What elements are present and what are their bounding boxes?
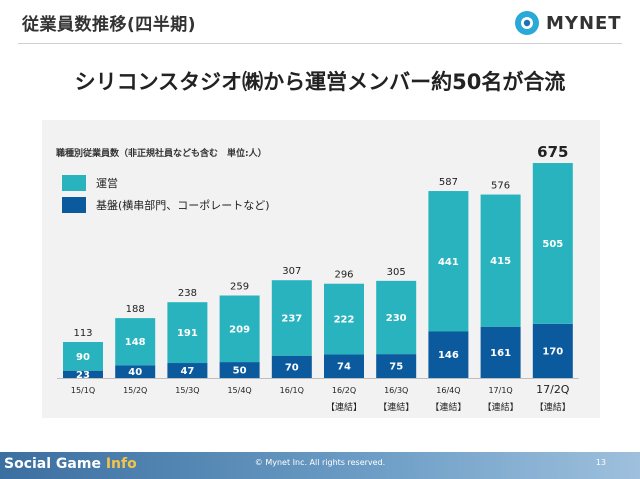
bar-operations: [428, 191, 469, 332]
legend-swatch-base: [62, 197, 86, 213]
x-tick-note: 【連結】: [430, 401, 466, 413]
x-tick-note: 【連結】: [483, 401, 519, 413]
label-operations: 230: [386, 313, 407, 324]
x-tick-label: 15/2Q: [123, 386, 147, 395]
slide-title: 従業員数推移(四半期): [22, 15, 197, 35]
legend-label-base: 基盤(横串部門、コーポレートなど): [96, 199, 270, 212]
label-base: 75: [389, 362, 403, 373]
bar-operations: [532, 163, 573, 324]
label-total: 675: [537, 143, 568, 161]
label-operations: 441: [438, 257, 459, 268]
x-tick-note: 【連結】: [326, 401, 362, 413]
x-tick-note: 【連結】: [378, 401, 414, 413]
label-operations: 191: [177, 328, 198, 339]
header-divider: [18, 43, 622, 44]
label-operations: 415: [490, 256, 511, 267]
bar-operations: [219, 295, 260, 363]
bar-base: [324, 354, 364, 378]
page-number: 13: [595, 458, 606, 467]
footer-brand: Social Game Info: [4, 456, 137, 472]
label-base: 146: [438, 350, 459, 361]
employee-chart: 23 90 113 15/1Q 40 148 188 15/2Q 47 191 238 15/3Q 50…: [57, 143, 579, 413]
copyright: © Mynet Inc. All rights reserved.: [254, 458, 386, 467]
label-base: 50: [233, 366, 247, 377]
headline: シリコンスタジオ㈱から運営メンバー約50名が合流: [74, 70, 566, 94]
legend-swatch-operations: [62, 175, 86, 191]
bar-base: [167, 363, 208, 378]
bar-operations: [271, 280, 312, 356]
x-tick-label: 15/3Q: [175, 386, 199, 395]
label-total: 576: [491, 181, 510, 192]
logo-text: MYNET: [546, 12, 622, 34]
bar-base: [428, 331, 469, 378]
label-base: 170: [542, 346, 563, 357]
bar-operations: [480, 194, 521, 327]
footer-brand-prefix: Social Game: [4, 456, 106, 472]
bar-base: [271, 355, 312, 378]
x-tick-label: 16/2Q: [332, 386, 356, 395]
bar-operations: [63, 342, 103, 371]
label-total: 307: [282, 266, 301, 277]
label-total: 305: [387, 267, 406, 278]
footer-brand-suffix: Info: [105, 456, 137, 472]
bar-operations: [324, 283, 364, 355]
label-base: 23: [76, 370, 90, 381]
mynet-logo-icon: [515, 11, 539, 35]
label-total: 296: [334, 270, 353, 281]
label-total: 587: [439, 177, 458, 188]
bar-operations: [115, 318, 156, 366]
bar-base: [115, 365, 156, 378]
legend-item-base: 基盤(横串部門、コーポレートなど): [62, 197, 270, 213]
legend-label-operations: 運営: [96, 177, 118, 190]
x-tick-label: 16/3Q: [384, 386, 408, 395]
label-base: 47: [180, 366, 194, 377]
bar-base: [480, 326, 521, 378]
chart-title: 職種別従業員数（非正規社員なども含む 単位:人）: [56, 149, 267, 159]
label-operations: 90: [76, 352, 90, 363]
x-tick-label: 15/4Q: [227, 386, 251, 395]
label-total: 259: [230, 282, 249, 293]
slide-header: 従業員数推移(四半期) MYNET: [0, 0, 640, 46]
bar-operations: [376, 280, 417, 355]
x-tick-label: 17/1Q: [488, 386, 512, 395]
bar-base: [376, 354, 417, 378]
bar-base: [63, 370, 103, 378]
label-base: 161: [490, 348, 511, 359]
label-base: 40: [128, 367, 142, 378]
bar-base: [532, 323, 573, 378]
x-tick-note: 【連結】: [535, 401, 571, 413]
x-tick-label: 15/1Q: [71, 386, 95, 395]
label-base: 74: [337, 362, 351, 373]
mynet-logo: MYNET: [514, 8, 622, 38]
bar-operations: [167, 302, 208, 364]
label-operations: 209: [229, 324, 250, 335]
bar-base: [219, 362, 260, 378]
label-operations: 237: [281, 313, 302, 324]
label-operations: 505: [542, 239, 563, 250]
x-tick-label: 16/1Q: [280, 386, 304, 395]
footer-bar: Social Game Info: [0, 452, 640, 479]
label-base: 70: [285, 362, 299, 373]
x-tick-label: 16/4Q: [436, 386, 460, 395]
x-tick-label: 17/2Q: [536, 383, 570, 396]
legend-item-operations: 運営: [62, 175, 118, 191]
label-total: 188: [126, 304, 145, 315]
label-operations: 222: [334, 315, 355, 326]
label-total: 113: [73, 328, 92, 339]
label-total: 238: [178, 288, 197, 299]
label-operations: 148: [125, 337, 146, 348]
